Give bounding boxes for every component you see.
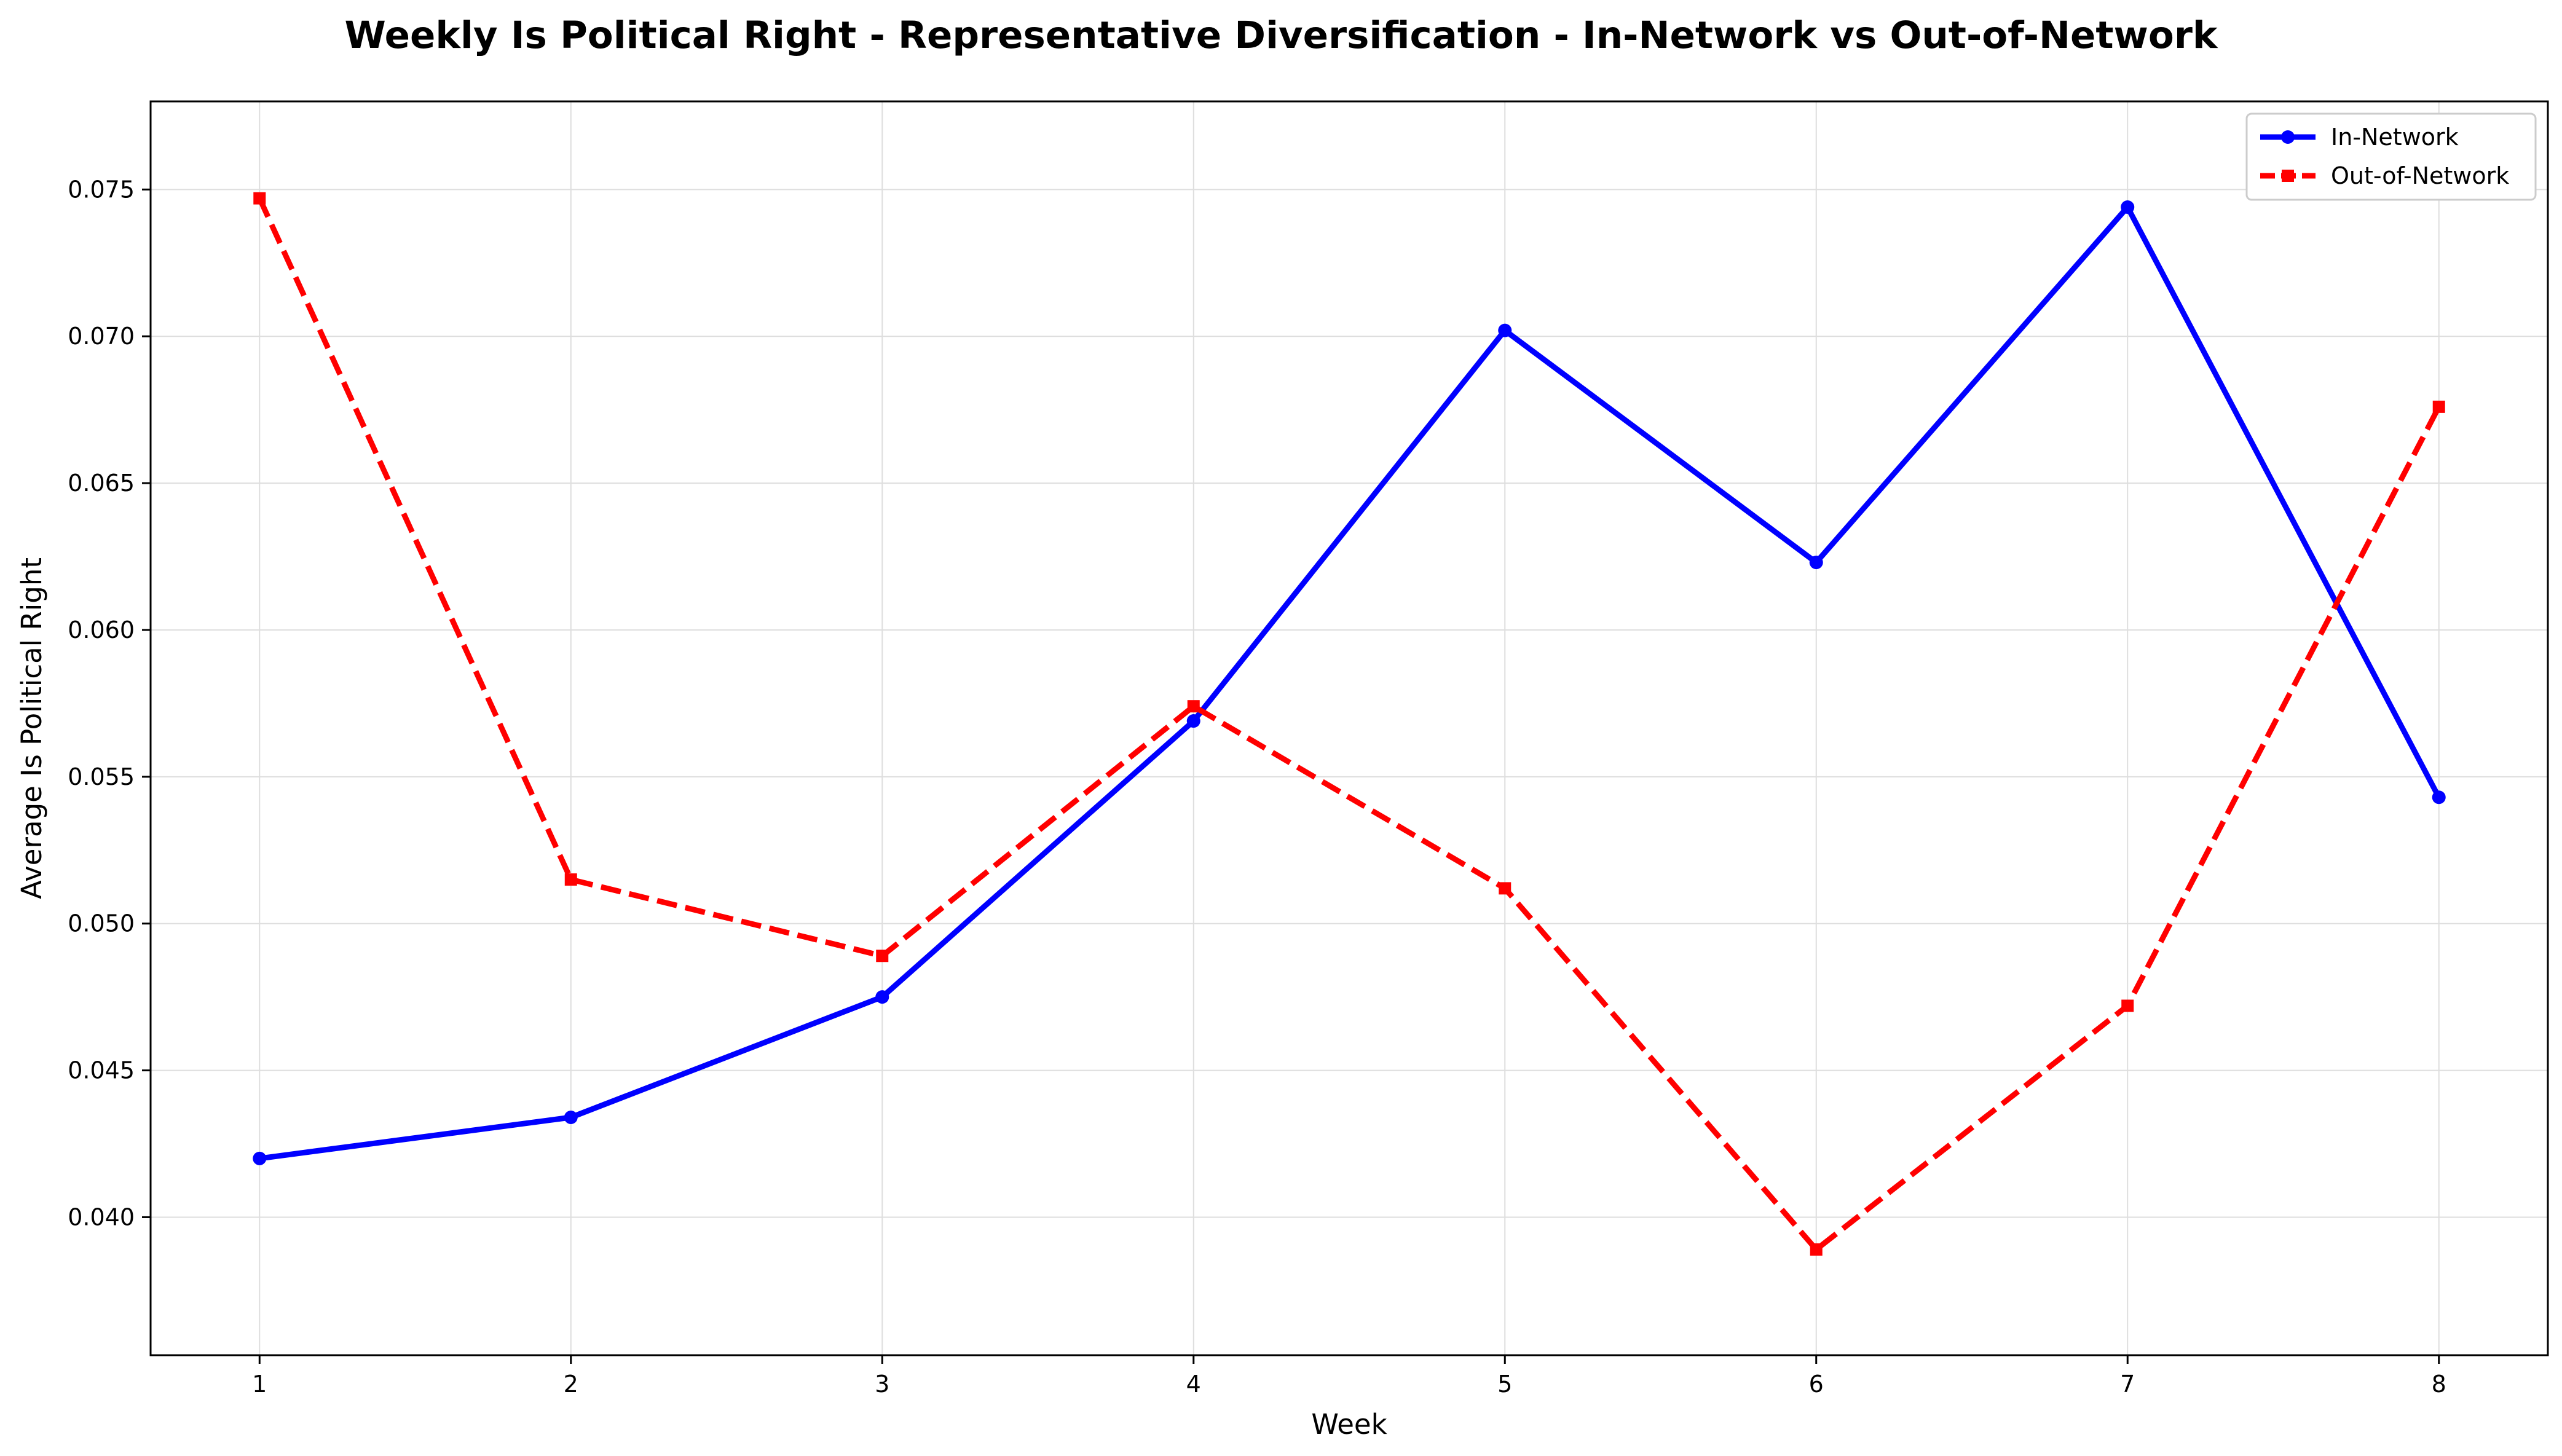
in-network-point <box>2432 790 2446 805</box>
out-of-network-point <box>2121 999 2134 1012</box>
in-network-series-line <box>259 204 2442 1162</box>
x-tick-label: 1 <box>252 1371 267 1398</box>
y-axis-label: Average Is Political Right <box>15 557 48 899</box>
y-tick-label: 0.040 <box>68 1203 135 1230</box>
y-tick-label: 0.065 <box>68 470 135 497</box>
y-tick-label: 0.060 <box>68 616 135 643</box>
in-network-point <box>1498 323 1512 337</box>
series-layer <box>253 192 2446 1256</box>
y-tick-label: 0.055 <box>68 763 135 790</box>
out-of-network-series-line <box>257 197 2442 1253</box>
out-of-network-point <box>1499 882 1512 895</box>
in-network-point <box>564 1111 578 1125</box>
out-of-network-point <box>564 873 577 886</box>
chart-title: Weekly Is Political Right - Representati… <box>345 14 2218 57</box>
x-tick-label: 6 <box>1809 1371 1824 1398</box>
out-of-network-point <box>876 950 889 962</box>
y-tick-label: 0.075 <box>68 176 135 203</box>
out-of-network-point <box>1187 700 1200 713</box>
x-tick-label: 3 <box>875 1371 889 1398</box>
in-network-point <box>253 1151 267 1165</box>
in-network-point <box>875 990 889 1004</box>
x-tick-label: 4 <box>1186 1371 1201 1398</box>
out-of-network-point <box>1810 1243 1823 1256</box>
in-network-legend-marker <box>2281 130 2295 144</box>
in-network-point <box>1809 556 1823 570</box>
in-network-point <box>2121 200 2135 214</box>
legend: In-Network Out-of-Network <box>2245 112 2537 201</box>
grid-lines <box>151 101 2548 1355</box>
y-tick-label: 0.070 <box>68 323 135 350</box>
out-of-network-point <box>2432 400 2445 413</box>
x-tick-label: 5 <box>1497 1371 1512 1398</box>
x-tick-label: 2 <box>564 1371 578 1398</box>
y-tick-label: 0.045 <box>68 1057 135 1084</box>
y-tick-label: 0.050 <box>68 910 135 937</box>
plot-area-frame <box>149 100 2549 1356</box>
x-axis-label: Week <box>1311 1408 1387 1441</box>
out-of-network-point <box>253 192 266 205</box>
x-tick-label: 8 <box>2432 1371 2446 1398</box>
legend-box <box>2245 112 2537 201</box>
in-network-point <box>1186 714 1200 728</box>
axis-ticks: 1 2 3 4 5 6 7 8 0.040 0.045 0.050 0.055 0.060 0.065 0.… <box>68 176 2446 1398</box>
in-network-legend-label: In-Network <box>2331 124 2459 151</box>
x-tick-label: 7 <box>2120 1371 2135 1398</box>
out-of-network-legend-label: Out-of-Network <box>2331 162 2509 189</box>
out-of-network-legend-marker <box>2282 170 2294 182</box>
